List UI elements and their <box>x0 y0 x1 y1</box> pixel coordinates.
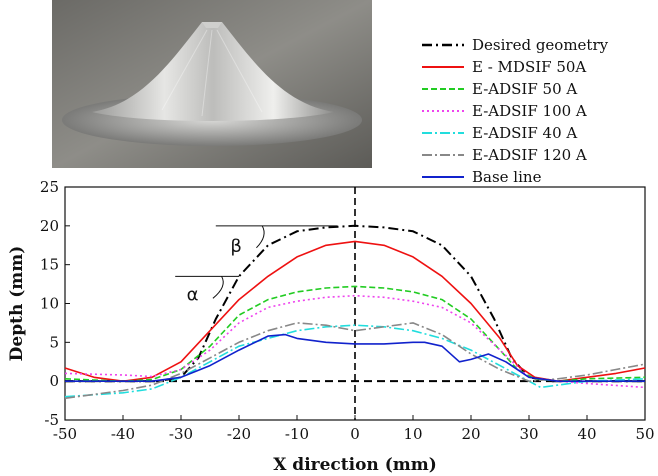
x-tick-label: 40 <box>577 425 596 443</box>
y-tick-label: 10 <box>40 295 59 313</box>
legend-entry: E-ADSIF 40 A <box>420 122 608 144</box>
legend-label: E-ADSIF 40 A <box>472 124 578 142</box>
legend-label: E-ADSIF 100 A <box>472 102 587 120</box>
legend-entry: Desired geometry <box>420 34 608 56</box>
series-layer <box>64 224 646 400</box>
alpha-label: α <box>187 284 199 305</box>
series-line-5 <box>64 324 646 398</box>
alpha-arc <box>212 276 224 299</box>
y-tick-label: 20 <box>40 217 59 235</box>
legend-swatch <box>422 132 464 134</box>
legend-entry: E - MDSIF 50A <box>420 56 608 78</box>
series-line-6 <box>64 322 646 400</box>
y-tick-label: 15 <box>40 256 59 274</box>
x-tick-label: 30 <box>519 425 538 443</box>
series-line-1 <box>65 224 645 383</box>
y-axis-title: Depth (mm) <box>7 246 27 362</box>
y-tick-label: -5 <box>44 411 59 429</box>
cone-workpiece-photo <box>52 0 372 168</box>
x-tick-label: 50 <box>635 425 654 443</box>
beta-arc <box>256 225 265 249</box>
legend-swatch <box>422 176 464 178</box>
legend-entry: Base line <box>420 166 608 188</box>
x-tick-label: -40 <box>111 425 135 443</box>
series-line-7 <box>65 333 645 382</box>
legend-label: E - MDSIF 50A <box>472 58 587 76</box>
legend-swatch <box>422 154 464 156</box>
legend-label: Base line <box>472 168 542 186</box>
y-tick-label: 25 <box>40 178 59 196</box>
x-tick-label: 0 <box>350 425 360 443</box>
legend-label: E-ADSIF 50 A <box>472 80 578 98</box>
angle-annotations: βα <box>175 225 338 305</box>
beta-label: β <box>230 236 242 257</box>
x-tick-label: 20 <box>461 425 480 443</box>
legend-entry: E-ADSIF 50 A <box>420 78 608 100</box>
chart-legend: Desired geometry E - MDSIF 50A E-ADSIF 50 … <box>420 34 608 188</box>
y-tick-label: 5 <box>49 333 59 351</box>
x-axis-title: X direction (mm) <box>273 455 437 475</box>
legend-entry: E-ADSIF 120 A <box>420 144 608 166</box>
series-line-4 <box>64 294 646 389</box>
legend-swatch <box>422 88 464 90</box>
legend-swatch <box>422 43 464 47</box>
legend-swatch <box>422 110 464 112</box>
legend-entry: E-ADSIF 100 A <box>420 100 608 122</box>
legend-label: E-ADSIF 120 A <box>472 146 587 164</box>
x-tick-label: -20 <box>227 425 251 443</box>
x-tick-label: 10 <box>403 425 422 443</box>
x-tick-label: -50 <box>53 425 77 443</box>
x-tick-label: -30 <box>169 425 193 443</box>
legend-label: Desired geometry <box>472 36 609 54</box>
y-tick-label: 0 <box>49 372 59 390</box>
x-tick-label: -10 <box>285 425 309 443</box>
legend-swatch <box>422 66 464 68</box>
